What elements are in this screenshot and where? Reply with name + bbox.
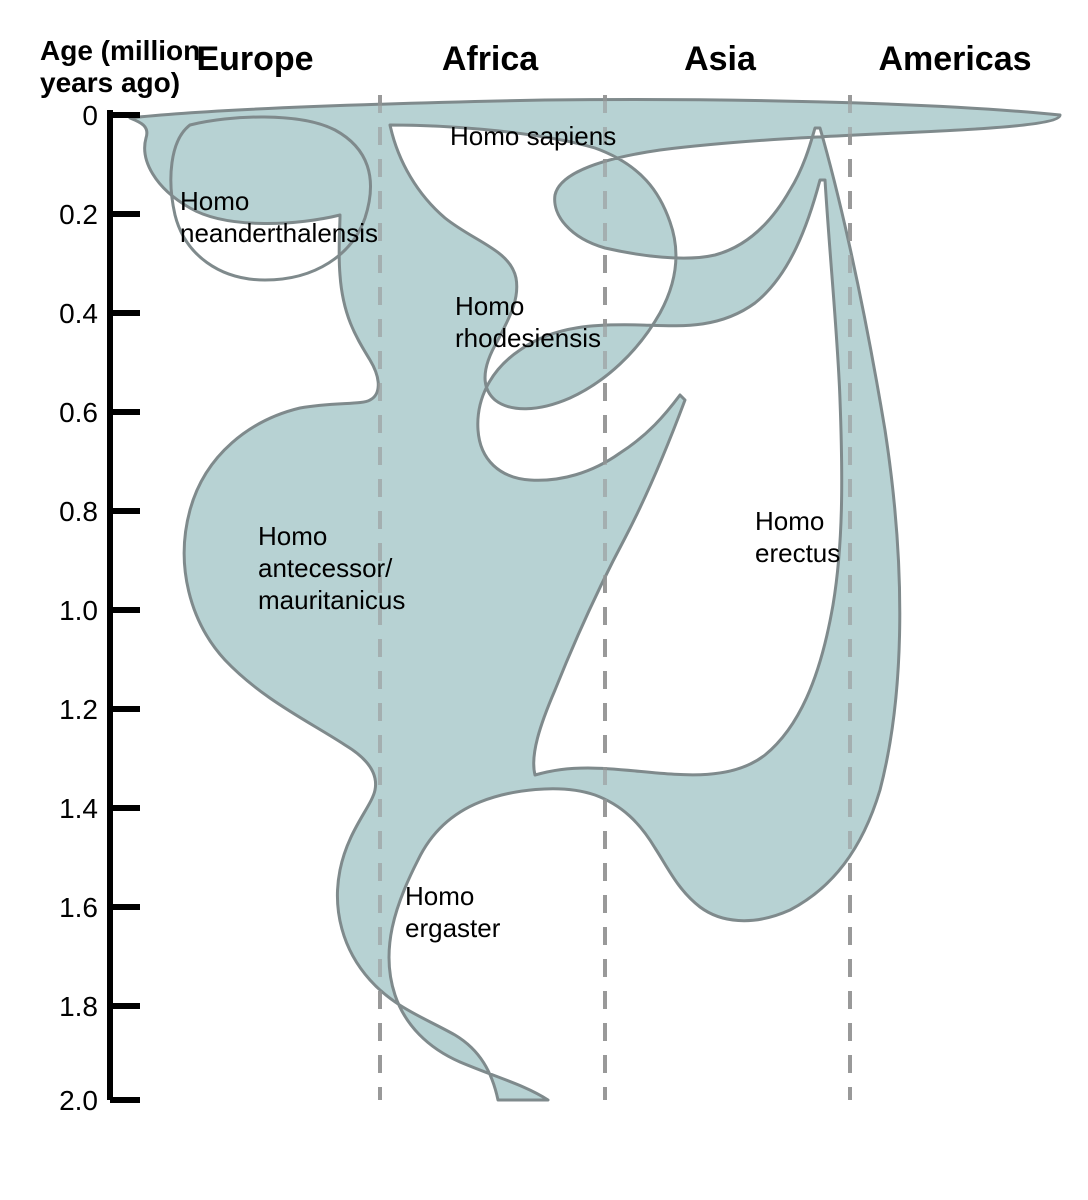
y-axis-title: Age (million xyxy=(40,35,200,66)
y-axis-tick-label: 2.0 xyxy=(59,1085,98,1116)
region-label: Europe xyxy=(196,40,313,78)
y-axis-tick-label: 0.8 xyxy=(59,496,98,527)
y-axis-tick-label: 0 xyxy=(82,100,98,131)
species-label: Homo xyxy=(405,881,474,911)
y-axis-title: years ago) xyxy=(40,67,180,98)
species-label: Homo xyxy=(755,506,824,536)
y-axis-tick-label: 1.8 xyxy=(59,991,98,1022)
species-label: mauritanicus xyxy=(258,585,405,615)
y-axis-tick-label: 0.4 xyxy=(59,298,98,329)
y-axis-tick-label: 0.2 xyxy=(59,199,98,230)
species-label: antecessor/ xyxy=(258,553,393,583)
species-label: rhodesiensis xyxy=(455,323,601,353)
y-axis-tick-label: 1.2 xyxy=(59,694,98,725)
species-label: Homo sapiens xyxy=(450,121,616,151)
y-axis-tick-label: 1.4 xyxy=(59,793,98,824)
species-label: Homo xyxy=(180,186,249,216)
species-label: ergaster xyxy=(405,913,501,943)
species-label: erectus xyxy=(755,538,840,568)
species-label: Homo xyxy=(258,521,327,551)
species-label: neanderthalensis xyxy=(180,218,378,248)
y-axis-tick-label: 1.6 xyxy=(59,892,98,923)
evolution-diagram: 0 0.2 0.4 0.6 0.8 1.0 1.2 1.4 1.6 1.8 2.0 Age (mill… xyxy=(0,0,1088,1200)
species-label: Homo xyxy=(455,291,524,321)
region-label: Africa xyxy=(442,40,539,78)
y-axis-tick-label: 1.0 xyxy=(59,595,98,626)
region-label: Asia xyxy=(684,40,757,78)
region-label: Americas xyxy=(878,40,1031,78)
y-axis-tick-label: 0.6 xyxy=(59,397,98,428)
